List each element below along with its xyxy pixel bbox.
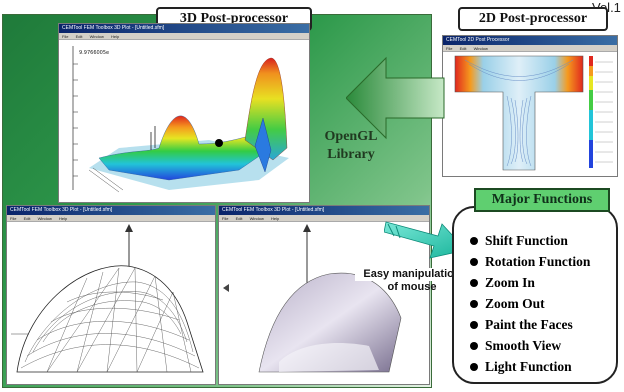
- function-item: Rotation Function: [470, 251, 590, 272]
- opengl-label-line2: Library: [327, 147, 375, 162]
- bullet-icon: [470, 278, 478, 287]
- menu-help[interactable]: Help: [58, 216, 68, 221]
- menu-edit[interactable]: Edit: [75, 34, 83, 39]
- contour-plot-2d[interactable]: [443, 52, 617, 176]
- menu-window[interactable]: Window: [249, 216, 264, 221]
- wireframe-window[interactable]: CEMTool FEM Toolbox 3D Plot - [Untitled.…: [6, 205, 216, 385]
- menu-file[interactable]: File: [10, 216, 17, 221]
- surface-plot-3d: 9.9766005e: [72, 46, 289, 193]
- menu-edit[interactable]: Edit: [235, 216, 243, 221]
- menu-window[interactable]: Window: [473, 46, 488, 51]
- bullet-icon: [470, 299, 478, 308]
- opengl-label: OpenGL Library: [306, 128, 396, 164]
- function-item: Shift Function: [470, 230, 590, 251]
- menu-file[interactable]: File: [62, 34, 69, 39]
- menu-file[interactable]: File: [222, 216, 229, 221]
- main-3d-window-menu[interactable]: File Edit Window Help: [59, 33, 309, 40]
- arrow-2d-to-3d: [346, 56, 445, 140]
- functions-list: Shift Function Rotation Function Zoom In…: [470, 230, 590, 377]
- bullet-icon: [470, 341, 478, 350]
- window-2d-menu[interactable]: File Edit Window: [443, 45, 617, 52]
- menu-window[interactable]: Window: [37, 216, 52, 221]
- main-3d-window[interactable]: CEMTool FEM Toolbox 3D Plot - [Untitled.…: [58, 23, 310, 203]
- bullet-icon: [470, 362, 478, 371]
- opengl-label-line1: OpenGL: [324, 129, 378, 144]
- shaded-dome: [223, 224, 402, 373]
- wireframe-window-menu[interactable]: File Edit Window Help: [7, 215, 215, 222]
- menu-edit[interactable]: Edit: [459, 46, 467, 51]
- wireframe-plot[interactable]: [7, 222, 215, 384]
- menu-help[interactable]: Help: [270, 216, 280, 221]
- arrow-mouse-to-functions: [384, 221, 467, 259]
- bullet-icon: [470, 320, 478, 329]
- function-item: Zoom In: [470, 272, 590, 293]
- t-shape-contour: [454, 55, 613, 171]
- function-item: Zoom Out: [470, 293, 590, 314]
- window-2d[interactable]: CEMTool 2D Post Processor File Edit Wind…: [442, 35, 618, 177]
- title-2d-post-processor: 2D Post-processor: [458, 7, 608, 31]
- wireframe-window-title: CEMTool FEM Toolbox 3D Plot - [Untitled.…: [7, 206, 215, 215]
- mouse-label-line2: of mouse: [387, 281, 437, 293]
- axis-top-label: 9.9766005e: [79, 50, 109, 56]
- bullet-icon: [470, 236, 478, 245]
- mouse-manipulation-label: Easy manipulation of mouse: [355, 268, 469, 294]
- mouse-label-line1: Easy manipulation: [355, 268, 469, 281]
- bullet-icon: [470, 257, 478, 266]
- major-functions-box: Shift Function Rotation Function Zoom In…: [452, 206, 618, 384]
- shaded-window-menu[interactable]: File Edit Window Help: [219, 215, 429, 222]
- function-item: Smooth View: [470, 335, 590, 356]
- menu-window[interactable]: Window: [89, 34, 104, 39]
- menu-edit[interactable]: Edit: [23, 216, 31, 221]
- main-3d-window-title: CEMTool FEM Toolbox 3D Plot - [Untitled.…: [59, 24, 309, 33]
- menu-file[interactable]: File: [446, 46, 453, 51]
- major-functions-title: Major Functions: [474, 188, 610, 212]
- wireframe-dome: [11, 224, 204, 373]
- window-2d-title: CEMTool 2D Post Processor: [443, 36, 617, 45]
- shaded-plot[interactable]: [219, 222, 429, 384]
- function-item: Light Function: [470, 356, 590, 377]
- menu-help[interactable]: Help: [110, 34, 120, 39]
- function-item: Paint the Faces: [470, 314, 590, 335]
- shaded-window-title: CEMTool FEM Toolbox 3D Plot - [Untitled.…: [219, 206, 429, 215]
- main-3d-plot[interactable]: 9.9766005e: [59, 40, 309, 202]
